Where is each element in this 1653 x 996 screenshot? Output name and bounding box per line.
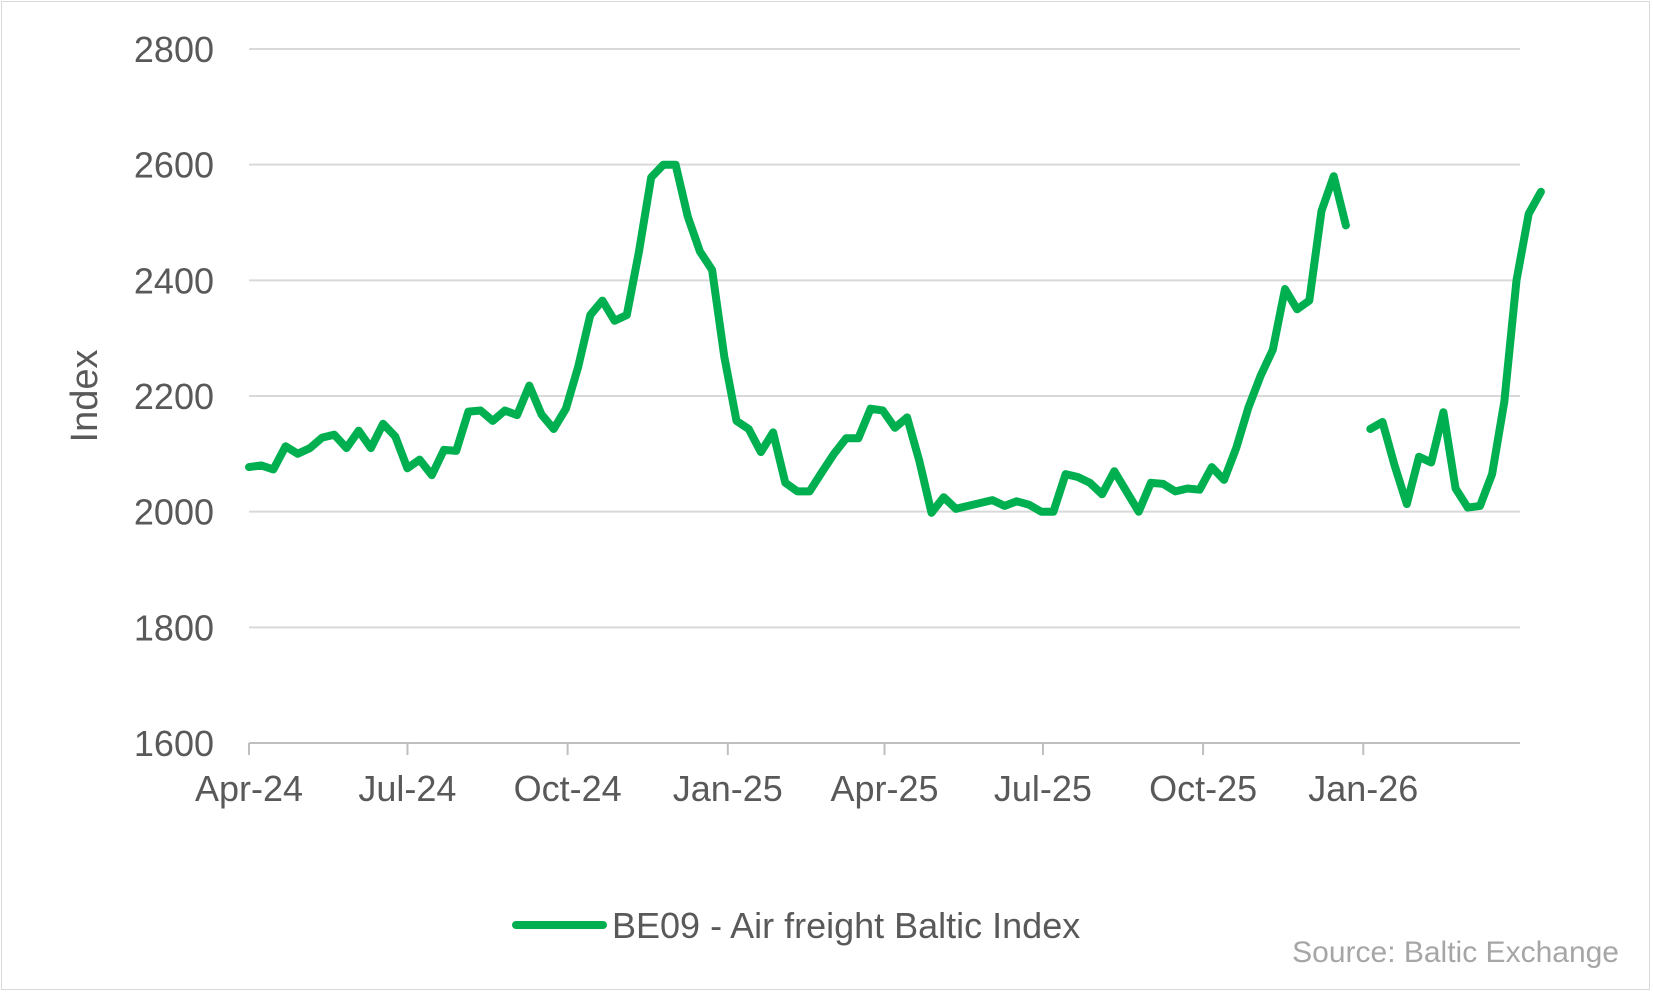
y-tick-label: 2800 bbox=[134, 29, 214, 70]
y-tick-label: 2200 bbox=[134, 376, 214, 417]
series-line bbox=[1366, 187, 1545, 512]
y-axis-label: Index bbox=[64, 350, 106, 443]
y-tick-label: 2400 bbox=[134, 260, 214, 301]
x-tick-label: Apr-25 bbox=[830, 768, 938, 809]
y-tick-label: 2600 bbox=[134, 145, 214, 186]
source-note: Source: Baltic Exchange bbox=[1292, 936, 1619, 969]
legend-label: BE09 - Air freight Baltic Index bbox=[612, 905, 1080, 946]
x-tick-label: Apr-24 bbox=[195, 768, 303, 809]
x-tick-label: Jan-26 bbox=[1308, 768, 1418, 809]
x-tick-label: Oct-25 bbox=[1149, 768, 1257, 809]
series-line bbox=[245, 160, 1350, 517]
x-tick-label: Jan-25 bbox=[673, 768, 783, 809]
x-tick-label: Jul-25 bbox=[994, 768, 1092, 809]
y-tick-label: 1800 bbox=[134, 607, 214, 648]
x-tick-label: Jul-24 bbox=[358, 768, 456, 809]
x-tick-label: Oct-24 bbox=[514, 768, 622, 809]
y-tick-label: 2000 bbox=[134, 492, 214, 533]
y-tick-label: 1600 bbox=[134, 723, 214, 764]
